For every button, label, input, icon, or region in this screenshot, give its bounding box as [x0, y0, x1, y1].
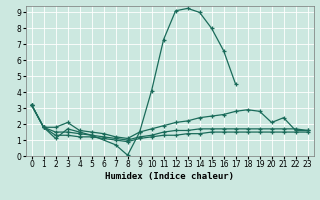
X-axis label: Humidex (Indice chaleur): Humidex (Indice chaleur): [105, 172, 234, 181]
